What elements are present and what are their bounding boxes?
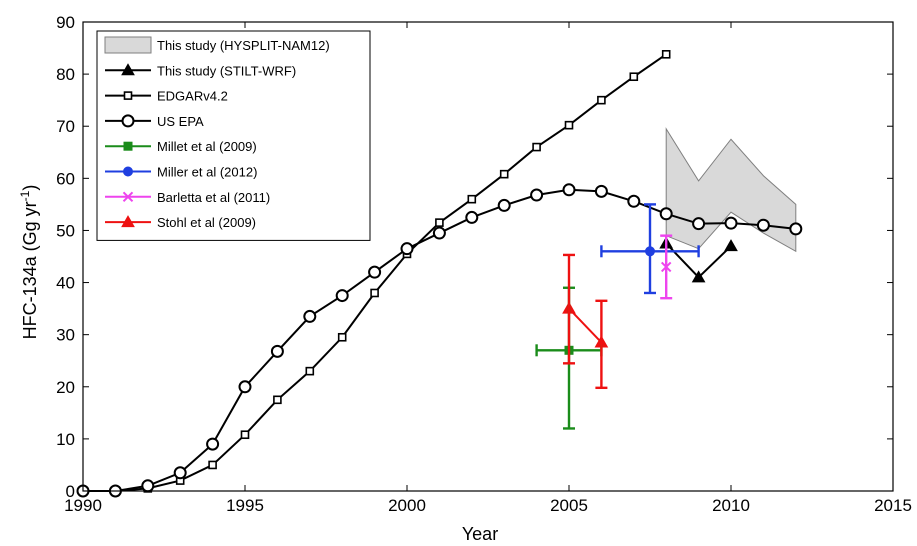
data-point-1-9 (370, 288, 379, 298)
data-point-2-17 (627, 194, 641, 208)
axes-layer (82, 21, 894, 492)
plot-frame (82, 21, 894, 492)
y-axis-label-main: HFC-134a (Gg yr (20, 201, 40, 339)
data-point-2-11 (432, 226, 446, 240)
legend-label-4: Millet et al (2009) (157, 139, 257, 154)
legend-label-2: EDGARv4.2 (157, 89, 228, 104)
data-point-1-16 (597, 95, 606, 105)
y-tick-label-5: 50 (56, 221, 75, 240)
data-point-2-12 (465, 210, 479, 224)
legend-label-6: Barletta et al (2011) (157, 190, 270, 205)
data-point-2-10 (400, 242, 414, 256)
y-tick-label-6: 60 (56, 169, 75, 188)
ticks-layer: 1990 1995 2000 2005 2010 2015 0 10 20 30 40 50 60 70 8… (56, 13, 912, 515)
y-tick-label-7: 70 (56, 117, 75, 136)
uncertainty-band (665, 127, 797, 253)
y-tick-label-4: 40 (56, 274, 75, 293)
y-axis-label-superscript: -1 (18, 190, 32, 201)
data-point-0-2 (724, 239, 738, 252)
data-point-2-22 (789, 222, 803, 236)
data-point-2-19 (692, 217, 706, 231)
x-tick-label-3: 2005 (550, 496, 588, 515)
x-tick-label-4: 2010 (712, 496, 750, 515)
data-point-1-5 (240, 430, 250, 440)
data-point-2-6 (270, 344, 284, 358)
legend-marker-6 (122, 191, 134, 203)
legend-marker-1 (121, 63, 135, 76)
data-point-1-15 (564, 120, 574, 130)
legend-marker-4 (123, 141, 133, 151)
errorbar-layer (535, 203, 700, 430)
legend-marker-5 (123, 166, 133, 177)
legend-label-3: US EPA (157, 114, 204, 129)
legend: This study (HYSPLIT-NAM12) This study (ST… (96, 30, 371, 241)
data-point-1-17 (629, 72, 639, 82)
data-point-1-6 (273, 395, 282, 405)
data-point-1-4 (208, 460, 217, 470)
y-tick-label-1: 10 (56, 430, 75, 449)
y-tick-label-0: 0 (66, 482, 75, 501)
data-point-1-12 (467, 194, 477, 204)
data-point-0-1 (691, 270, 706, 283)
y-tick-label-2: 20 (56, 378, 75, 397)
x-tick-label-0: 1990 (64, 496, 102, 515)
y-tick-label-8: 80 (56, 65, 75, 84)
x-axis-label: Year (462, 524, 498, 544)
legend-label-0: This study (HYSPLIT-NAM12) (157, 38, 330, 53)
y-tick-label-3: 30 (56, 326, 75, 345)
data-point-2-3 (173, 466, 187, 480)
band-layer (665, 127, 797, 253)
data-point-2-5 (238, 380, 252, 394)
legend-label-1: This study (STILT-WRF) (157, 63, 296, 78)
data-point-2-18 (659, 207, 673, 221)
data-point-2-13 (497, 198, 511, 212)
y-axis-label-close: ) (20, 185, 40, 191)
legend-swatch-0 (104, 36, 152, 54)
data-point-2-2 (141, 479, 155, 493)
data-point-2-14 (530, 188, 544, 202)
x-tick-label-5: 2015 (874, 496, 912, 515)
data-point-1-8 (337, 332, 347, 342)
data-point-2-9 (368, 265, 382, 279)
data-point-2-4 (206, 437, 220, 451)
x-tick-label-1: 1995 (226, 496, 264, 515)
legend-box (96, 30, 371, 241)
data-point-1-11 (435, 218, 444, 227)
y-axis-label: HFC-134a (Gg yr-1) (18, 185, 40, 340)
data-point-2-20 (724, 216, 738, 230)
y-tick-label-9: 90 (56, 13, 75, 32)
legend-marker-2 (123, 91, 133, 100)
data-point-1-13 (499, 169, 509, 179)
legend-marker-7 (121, 215, 135, 228)
data-point-1-14 (532, 142, 541, 152)
data-point-1-18 (661, 50, 671, 59)
x-tick-label-2: 2000 (388, 496, 426, 515)
data-point-2-21 (756, 218, 770, 232)
legend-label-7: Stohl et al (2009) (157, 215, 256, 230)
data-point-2-16 (594, 184, 608, 198)
series-line-6 (568, 307, 603, 344)
data-point-2-7 (303, 309, 317, 323)
data-point-1-7 (305, 366, 315, 376)
data-point-2-8 (335, 289, 349, 303)
legend-marker-3 (121, 114, 135, 128)
legend-label-5: Miller et al (2012) (157, 165, 257, 180)
data-point-2-15 (562, 183, 576, 197)
